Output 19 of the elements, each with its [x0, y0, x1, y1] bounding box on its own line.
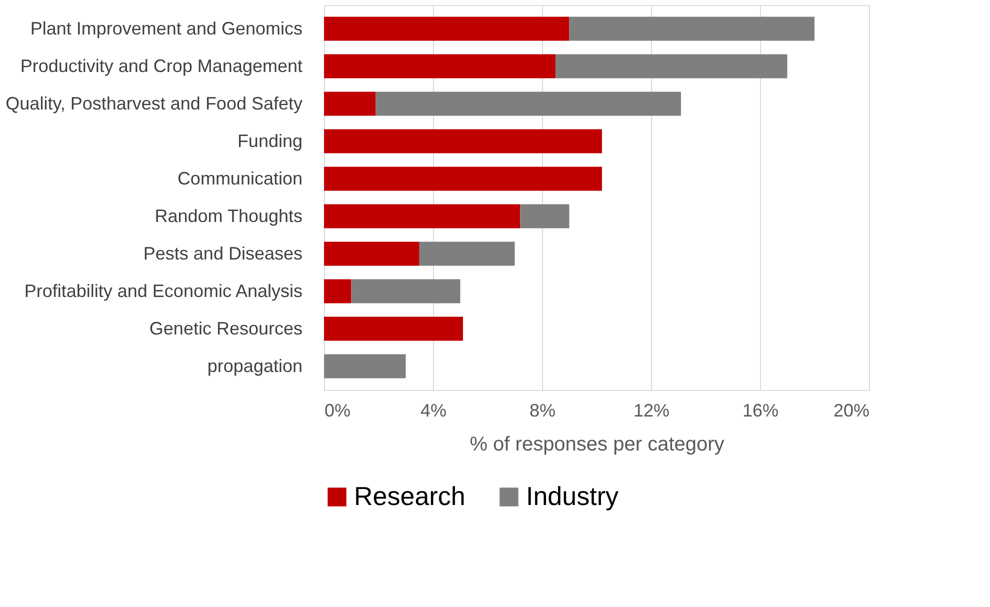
x-tick-label: 8%	[529, 400, 556, 420]
x-tick-label: 0%	[324, 400, 351, 420]
y-tick-label: Random Thoughts	[154, 206, 302, 226]
x-tick-label: 20%	[833, 400, 870, 420]
x-tick-label: 16%	[742, 400, 779, 420]
y-tick-label: propagation	[207, 356, 302, 376]
y-tick-label: Communication	[177, 168, 302, 188]
x-axis-title: % of responses per category	[470, 434, 724, 456]
y-tick-label: Genetic Resources	[149, 318, 302, 338]
x-tick-label: 12%	[633, 400, 670, 420]
x-tick-label: 4%	[420, 400, 447, 420]
y-tick-label: Pests and Diseases	[143, 243, 302, 264]
y-tick-label: Plant Improvement and Genomics	[30, 18, 302, 38]
y-tick-label: Profitability and Economic Analysis	[24, 280, 302, 301]
legend-label: Industry	[526, 481, 618, 511]
y-tick-label: Quality, Postharvest and Food Safety	[6, 93, 302, 114]
y-tick-label: Funding	[237, 130, 302, 151]
y-tick-label: Productivity and Crop Management	[20, 56, 302, 76]
legend-label: Research	[354, 481, 466, 511]
